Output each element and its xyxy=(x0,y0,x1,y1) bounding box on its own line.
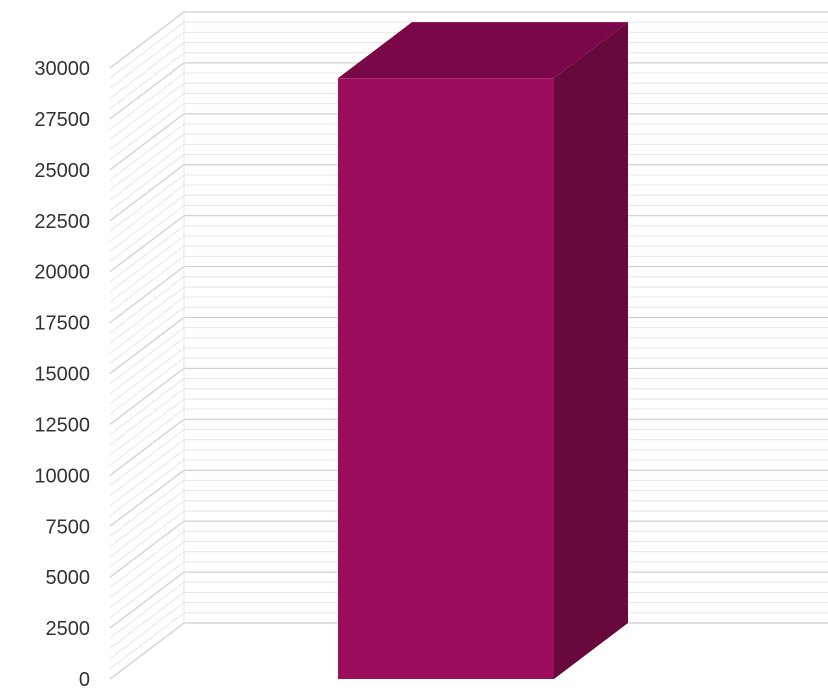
major-gridline-side xyxy=(109,164,185,222)
y-tick-label: 12500 xyxy=(34,414,90,436)
minor-gridline-side xyxy=(109,31,185,89)
major-gridline-side xyxy=(109,266,185,324)
minor-gridline-side xyxy=(109,429,185,486)
major-gridline-side xyxy=(109,571,185,629)
major-gridline-side xyxy=(109,215,185,273)
minor-gridline-side xyxy=(109,327,185,385)
minor-gridline-side xyxy=(109,561,185,619)
minor-gridline-side xyxy=(109,72,185,130)
minor-gridline-side xyxy=(109,490,185,548)
minor-gridline-side xyxy=(109,194,185,252)
minor-gridline-side xyxy=(109,225,185,283)
y-tick-label: 22500 xyxy=(34,211,90,233)
major-gridline-side xyxy=(109,11,185,69)
minor-gridline-side xyxy=(109,459,185,517)
y-tick-label: 5000 xyxy=(46,567,91,589)
minor-gridline-side xyxy=(109,235,185,293)
minor-gridline-side xyxy=(109,510,185,568)
y-tick-label: 30000 xyxy=(34,58,90,80)
minor-gridline-side xyxy=(109,245,185,303)
y-tick-label: 10000 xyxy=(34,465,90,487)
y-axis-ticks: 0 2500 5000 7500 10000 12500 15000 17500 20000 22… xyxy=(34,58,90,691)
minor-gridline-side xyxy=(109,154,185,211)
major-gridline-side xyxy=(109,622,185,680)
minor-gridline-side xyxy=(109,581,185,639)
bar-side-face xyxy=(554,22,628,679)
minor-gridline-side xyxy=(109,42,185,99)
minor-gridline-side xyxy=(109,592,185,649)
y-tick-label: 15000 xyxy=(34,364,90,386)
minor-gridline-side xyxy=(109,174,185,232)
bars xyxy=(338,22,628,679)
minor-gridline-side xyxy=(109,612,185,670)
minor-gridline-side xyxy=(109,541,185,598)
minor-gridline-side xyxy=(109,306,185,364)
major-gridline-side xyxy=(109,520,185,578)
minor-gridline-side xyxy=(109,449,185,507)
minor-gridline-side xyxy=(109,398,185,456)
minor-gridline-side xyxy=(109,184,185,242)
bar-top-face xyxy=(338,22,628,79)
minor-gridline-side xyxy=(109,500,185,558)
minor-gridline-side xyxy=(109,530,185,588)
minor-gridline-side xyxy=(109,276,185,334)
y-tick-label: 2500 xyxy=(46,618,91,640)
minor-gridline-side xyxy=(109,286,185,344)
minor-gridline-side xyxy=(109,347,185,405)
y-tick-label: 0 xyxy=(79,669,90,691)
bar xyxy=(338,78,554,679)
minor-gridline-side xyxy=(109,388,185,446)
y-tick-label: 20000 xyxy=(34,262,90,284)
minor-gridline-side xyxy=(109,378,185,435)
major-gridline-side xyxy=(109,317,185,374)
major-gridline-side xyxy=(109,418,185,476)
major-gridline-side xyxy=(109,62,185,120)
y-tick-label: 27500 xyxy=(34,109,90,131)
y-tick-label: 25000 xyxy=(34,160,90,182)
minor-gridline-side xyxy=(109,103,185,161)
major-gridline-side xyxy=(109,367,185,425)
minor-gridline-side xyxy=(109,256,185,313)
y-tick-label: 7500 xyxy=(46,516,91,538)
minor-gridline-side xyxy=(109,408,185,466)
minor-gridline-side xyxy=(109,337,185,395)
minor-gridline-side xyxy=(109,133,185,191)
minor-gridline-side xyxy=(109,123,185,181)
minor-gridline-side xyxy=(109,143,185,201)
minor-gridline-side xyxy=(109,296,185,354)
minor-gridline-side xyxy=(109,357,185,415)
y-tick-label: 17500 xyxy=(34,313,90,335)
minor-gridline-side xyxy=(109,82,185,140)
minor-gridline-side xyxy=(109,205,185,262)
major-gridline-side xyxy=(109,113,185,171)
minor-gridline-side xyxy=(109,93,185,150)
minor-gridline-side xyxy=(109,21,185,79)
minor-gridline-side xyxy=(109,480,185,537)
minor-gridline-side xyxy=(109,52,185,110)
minor-gridline-side xyxy=(109,439,185,497)
major-gridline-side xyxy=(109,469,185,527)
minor-gridline-side xyxy=(109,602,185,660)
minor-gridline-side xyxy=(109,551,185,609)
